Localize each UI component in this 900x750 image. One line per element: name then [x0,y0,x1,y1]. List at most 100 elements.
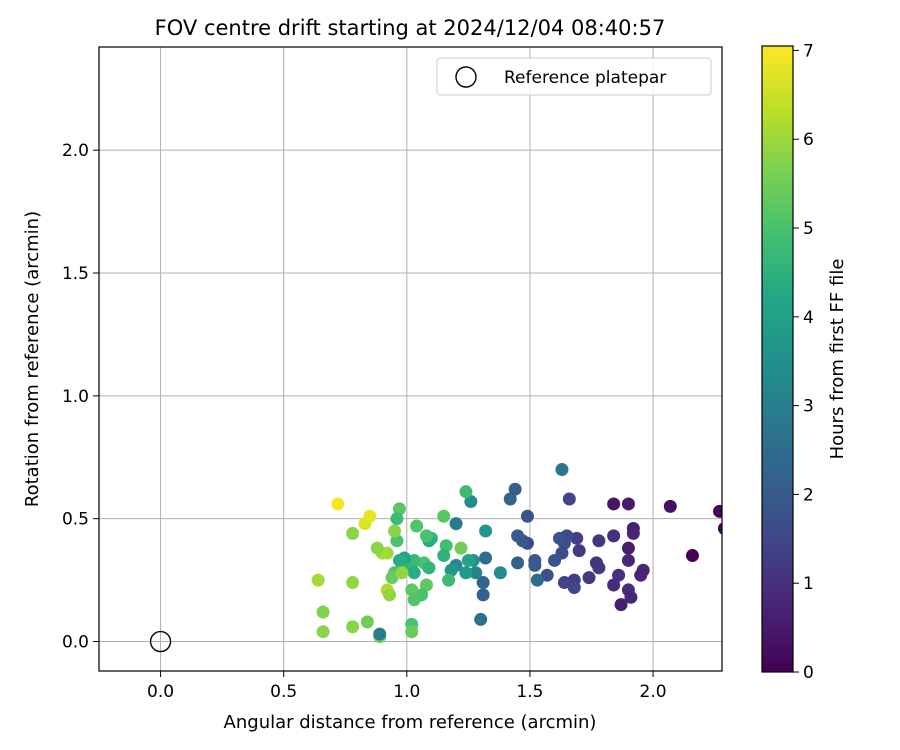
colorbar-tick-label: 1 [803,574,814,594]
data-point [373,627,387,641]
data-point [713,504,722,518]
data-point [555,463,569,477]
data-point [392,553,406,567]
data-point [614,598,628,612]
data-point [439,539,453,553]
data-point [346,526,360,540]
data-point [634,568,648,582]
data-point [557,576,571,590]
data-point [717,522,722,535]
data-point [454,541,468,555]
data-point [407,566,421,580]
data-point [476,576,490,590]
data-point [405,625,419,639]
reference-platepar-marker [149,630,172,653]
y-tick-label: 1.5 [62,264,89,284]
data-point [621,497,635,511]
y-tick-label: 1.0 [62,387,89,407]
data-points [311,463,722,644]
axis-ticks: 0.0 0.5 1.0 1.5 2.0 0.0 0.5 1.0 1.5 2.0 [62,141,667,702]
data-point [420,578,434,592]
colorbar-tick-label: 2 [803,485,814,505]
data-point [511,556,525,570]
data-point [520,509,534,523]
data-point [685,549,699,563]
data-point [449,517,463,531]
plot-frame [98,46,723,672]
grid [99,47,722,671]
data-point [363,509,377,523]
colorbar-ticks: 0 1 2 3 4 5 6 7 [793,41,814,683]
data-point [508,482,522,496]
data-point [395,566,409,580]
data-point [530,573,544,587]
data-point [437,509,451,523]
data-point [474,612,488,626]
data-point [331,497,345,511]
data-point [589,556,603,570]
data-point [582,571,596,585]
colorbar-tick-label: 7 [803,41,814,61]
data-point [459,566,473,580]
data-point [607,578,621,592]
x-axis-label: Angular distance from reference (arcmin) [224,712,597,733]
data-point [420,529,434,543]
data-point [461,553,475,567]
x-tick-label: 1.5 [516,682,543,702]
data-point [383,588,397,602]
data-point [540,568,554,582]
data-point [405,583,419,597]
data-point [503,492,517,506]
colorbar-tick-label: 0 [803,663,814,683]
data-point [511,529,525,543]
colorbar-tick-label: 5 [803,219,814,239]
data-point [621,541,635,555]
data-point [548,553,562,567]
data-point [607,497,621,511]
data-point [360,615,374,629]
data-point [592,534,606,548]
data-point [422,561,436,575]
x-tick-label: 0.0 [147,682,174,702]
data-point [346,620,360,634]
data-point [442,573,456,587]
data-point [479,551,493,565]
data-point [392,502,406,516]
data-point [476,588,490,602]
colorbar-tick-label: 6 [803,130,814,150]
data-point [407,593,421,607]
data-point [528,558,542,572]
data-point [479,524,493,538]
data-point [316,605,330,619]
data-point [607,529,621,543]
data-point [552,531,566,545]
data-point [316,625,330,639]
data-point [370,541,384,555]
data-point [612,568,626,582]
data-point [437,549,451,563]
y-tick-label: 2.0 [62,141,89,161]
data-point [444,563,458,577]
data-point [626,526,640,540]
data-point [459,485,473,499]
data-point [390,512,404,526]
x-tick-label: 0.5 [270,682,297,702]
colorbar: 0 1 2 3 4 5 6 7 Hours from first FF file [761,41,848,683]
data-point [493,566,507,580]
colorbar-gradient [761,45,794,673]
colorbar-tick-label: 3 [803,397,814,417]
y-tick-label: 0.0 [62,633,89,653]
chart-title: FOV centre drift starting at 2024/12/04 … [155,16,666,40]
data-point [663,499,677,513]
legend: Reference platepar [436,57,712,96]
data-point [621,553,635,567]
colorbar-label: Hours from first FF file [827,259,848,460]
data-point [311,573,325,587]
data-point [570,531,584,545]
data-point [469,566,483,580]
colorbar-tick-label: 4 [803,308,814,328]
y-axis-label: Rotation from reference (arcmin) [22,211,43,507]
data-point [390,534,404,548]
data-point [385,571,399,585]
